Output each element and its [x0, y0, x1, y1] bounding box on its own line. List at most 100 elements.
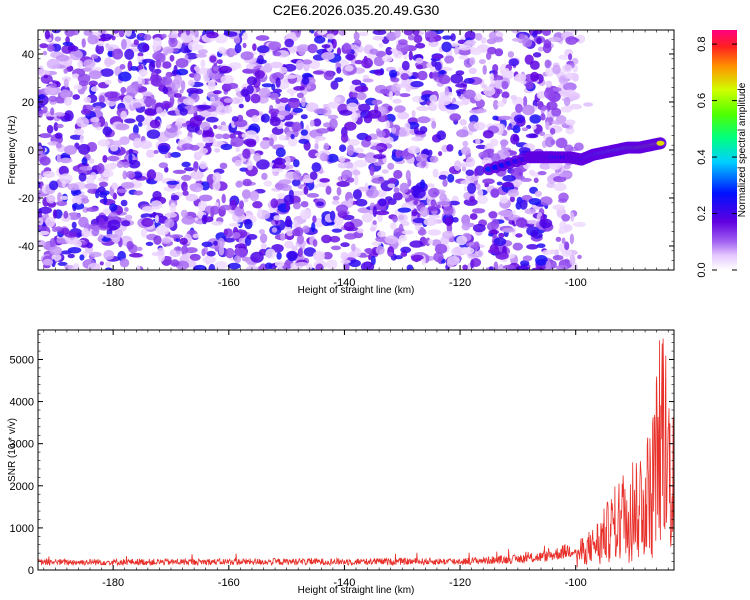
spectrogram-noise-blob	[343, 221, 355, 232]
spectrogram-noise-blob	[394, 30, 401, 39]
spectrogram-signal-track	[483, 137, 667, 176]
spectrogram-noise-blob	[483, 86, 496, 97]
spectrogram-noise-blob	[467, 182, 477, 194]
spectrogram-noise-blob	[137, 121, 143, 127]
spectrogram-noise-blob	[176, 68, 189, 76]
spectrogram-noise-blob	[63, 78, 69, 88]
spectrogram-noise-blob	[185, 30, 191, 36]
spectrogram-noise-blob	[309, 119, 315, 127]
spectrogram-noise-blob	[485, 148, 495, 154]
colorbar-tick-label: 0.6	[696, 93, 708, 108]
spectrogram-noise-blob	[336, 47, 342, 56]
spectrogram-noise-blob	[539, 131, 546, 137]
spectrogram-noise-blob	[552, 255, 564, 261]
spectrogram-noise-blob	[456, 235, 468, 246]
spectrogram-noise-blob	[197, 49, 208, 55]
spectrogram-noise-blob	[413, 200, 419, 206]
spectrogram-noise-blob	[51, 30, 61, 34]
spectrogram-noise-blob	[189, 253, 201, 261]
spectrogram-noise-blob	[326, 153, 339, 163]
spectrogram-noise-blob	[492, 36, 504, 43]
spectrogram-noise-blob	[315, 263, 324, 270]
spectrogram-noise-blob	[469, 109, 484, 114]
spectrogram-noise-blob	[497, 264, 505, 270]
spectrogram-noise-blob	[399, 93, 411, 98]
spectrogram-noise-blob	[373, 56, 385, 67]
spectrogram-noise-blob	[311, 162, 322, 173]
spectrogram-noise-blob	[352, 169, 361, 176]
spectrogram-noise-blob	[141, 217, 154, 227]
spectrogram-noise-blob	[525, 219, 538, 225]
spectrogram-noise-blob	[303, 185, 309, 195]
spectrogram-noise-blob	[407, 34, 415, 41]
spectrogram-noise-blob	[520, 177, 532, 182]
spectrogram-noise-blob	[90, 117, 100, 123]
spectrogram-y-tick-label: -40	[18, 241, 34, 253]
spectrogram-noise-blob	[251, 115, 260, 123]
spectrogram-noise-blob	[570, 211, 575, 222]
spectrogram-noise-blob	[351, 243, 356, 252]
spectrogram-noise-blob	[366, 53, 378, 60]
spectrogram-noise-blob	[408, 50, 413, 61]
spectrogram-noise-blob	[273, 157, 286, 165]
snr-y-tick-label: 5000	[10, 354, 34, 366]
spectrogram-noise-blob	[401, 230, 414, 235]
spectrogram-noise-blob	[338, 30, 347, 36]
spectrogram-plot: -180 -160 -140 -120 -100 -40 -20 0 20 40 Height o…	[7, 29, 675, 296]
spectrogram-noise-blob	[184, 167, 195, 172]
spectrogram-noise-blob	[258, 87, 271, 99]
spectrogram-noise-blob	[514, 73, 527, 83]
spectrogram-noise-blob	[218, 65, 232, 74]
spectrogram-noise-blob	[276, 252, 282, 260]
spectrogram-noise-blob	[173, 246, 183, 252]
spectrogram-noise-blob	[121, 181, 135, 189]
spectrogram-noise-blob	[192, 233, 200, 239]
spectrogram-noise-blob	[181, 245, 189, 256]
page-title: C2E6.2026.035.20.49.G30	[272, 2, 440, 18]
spectrogram-noise-blob	[361, 57, 373, 69]
spectrogram-noise-blob	[478, 59, 486, 65]
spectrogram-noise-blob	[235, 146, 240, 153]
spectrogram-noise-blob	[385, 46, 393, 56]
spectrogram-noise-blob	[302, 225, 310, 234]
spectrogram-noise-blob	[133, 190, 143, 196]
spectrogram-noise-blob	[261, 113, 270, 123]
spectrogram-noise-blob	[275, 182, 284, 191]
spectrogram-noise-blob	[503, 264, 516, 270]
spectrogram-noise-blob	[545, 121, 550, 131]
spectrogram-noise-blob	[546, 109, 552, 118]
spectrogram-noise-blob	[314, 35, 326, 44]
spectrogram-noise-blob	[407, 145, 421, 155]
spectrogram-noise-blob	[39, 93, 46, 100]
spectrogram-noise-blob	[327, 101, 339, 109]
spectrogram-noise-blob	[125, 170, 136, 179]
spectrogram-noise-blob	[378, 43, 384, 48]
spectrogram-noise-blob	[81, 157, 88, 166]
spectrogram-noise-blob	[375, 210, 390, 216]
spectrogram-noise-blob	[120, 86, 127, 94]
spectrogram-noise-blob	[284, 38, 295, 48]
spectrogram-noise-blob	[515, 233, 523, 238]
spectrogram-noise-blob	[239, 200, 244, 210]
spectrogram-noise-blob	[252, 43, 257, 51]
colorbar-tick-label: 0.0	[696, 262, 708, 277]
spectrogram-noise-blob	[395, 149, 402, 159]
spectrogram-noise-blob	[212, 90, 222, 95]
spectrogram-noise-blob	[73, 240, 82, 248]
spectrogram-noise-blob	[400, 246, 412, 254]
spectrogram-noise-blob	[377, 189, 387, 198]
spectrogram-noise-blob	[536, 37, 542, 45]
spectrogram-noise-blob	[72, 190, 82, 195]
spectrogram-noise-blob	[44, 30, 51, 40]
spectrogram-noise-blob	[100, 33, 114, 40]
spectrogram-noise-blob	[291, 245, 298, 252]
spectrogram-noise-blob	[354, 59, 363, 65]
spectrogram-noise-blob	[420, 179, 426, 190]
spectrogram-noise-blob	[180, 32, 193, 43]
spectrogram-noise-blob	[122, 161, 131, 168]
spectrogram-noise-blob	[54, 36, 62, 42]
spectrogram-noise-blob	[259, 139, 271, 150]
colorbar-title: Normalized spectral amplitude	[737, 82, 748, 217]
spectrogram-noise-blob	[540, 113, 546, 121]
spectrogram-noise-blob	[450, 33, 456, 42]
